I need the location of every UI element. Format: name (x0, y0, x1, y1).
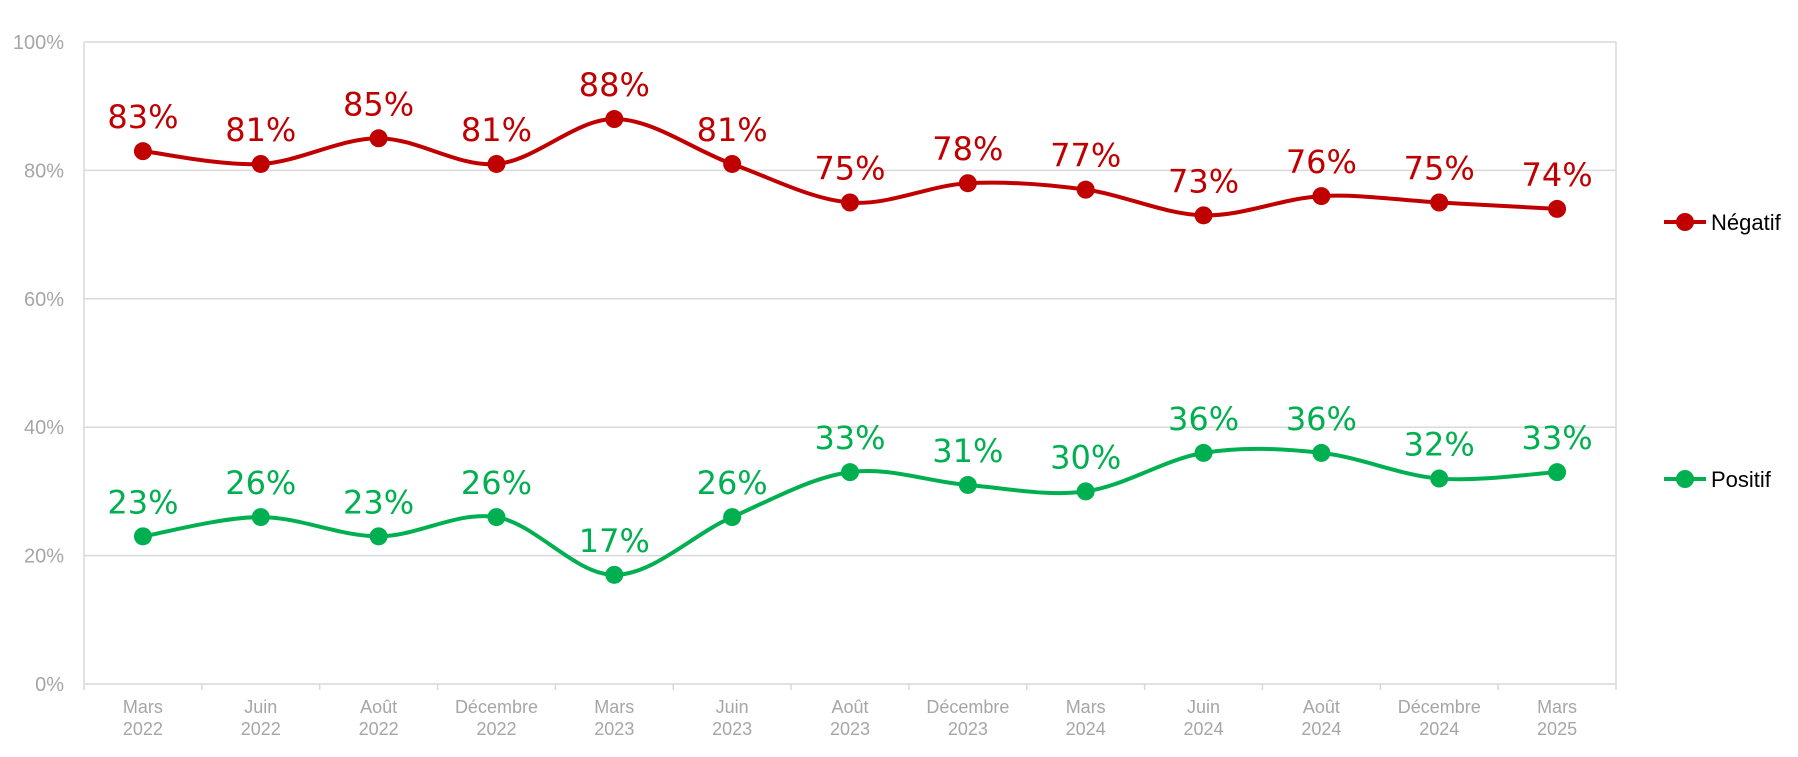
data-label: 26% (697, 464, 768, 502)
data-label: 88% (579, 66, 650, 104)
data-point (605, 110, 624, 129)
data-point (133, 527, 152, 546)
legend-marker (1676, 213, 1694, 231)
x-tick-label: 2023 (948, 719, 988, 739)
legend-label: Positif (1711, 467, 1772, 492)
legend: Négatif Positif (1664, 210, 1782, 492)
x-tick-label: Décembre (455, 697, 538, 717)
x-tick-label: 2024 (1301, 719, 1341, 739)
data-label: 36% (1286, 400, 1357, 438)
x-tick-label: Juin (244, 697, 277, 717)
data-label: 23% (343, 483, 414, 521)
data-label: 81% (461, 111, 532, 149)
x-axis: Mars2022Juin2022Août2022Décembre2022Mars… (83, 684, 1617, 739)
x-tick-label: Mars (594, 697, 634, 717)
data-label: 26% (225, 464, 296, 502)
data-point (723, 154, 742, 173)
data-label: 31% (932, 432, 1003, 470)
y-axis: 0% 20% 40% 60% 80% 100% (13, 32, 64, 696)
data-label: 74% (1522, 156, 1593, 194)
data-label: 78% (932, 130, 1003, 168)
y-tick-label: 40% (24, 417, 64, 439)
x-tick-label: Décembre (926, 697, 1009, 717)
y-tick-label: 0% (35, 674, 64, 696)
data-point (133, 142, 152, 161)
x-tick-label: 2023 (830, 719, 870, 739)
data-label: 23% (107, 483, 178, 521)
y-tick-label: 100% (13, 32, 64, 54)
data-point (369, 527, 388, 546)
legend-label: Négatif (1711, 210, 1782, 235)
data-label: 26% (461, 464, 532, 502)
x-tick-label: Août (1303, 697, 1340, 717)
data-point (369, 129, 388, 148)
data-point (1312, 187, 1331, 206)
data-label: 36% (1168, 400, 1239, 438)
data-label: 17% (579, 522, 650, 560)
data-point (723, 508, 742, 527)
data-label: 83% (107, 98, 178, 136)
data-label: 75% (1404, 150, 1475, 188)
data-label: 85% (343, 85, 414, 123)
data-point (487, 154, 506, 173)
x-tick-label: 2022 (476, 719, 516, 739)
data-label: 33% (814, 419, 885, 457)
y-tick-label: 60% (24, 289, 64, 311)
x-tick-label: 2025 (1537, 719, 1577, 739)
legend-marker (1676, 470, 1694, 488)
x-tick-label: Juin (716, 697, 749, 717)
data-point (251, 154, 270, 173)
data-point (1194, 443, 1213, 462)
grid-lines (83, 41, 1617, 685)
x-tick-label: 2023 (712, 719, 752, 739)
x-tick-label: Décembre (1398, 697, 1481, 717)
data-point (1194, 206, 1213, 225)
x-tick-label: Juin (1187, 697, 1220, 717)
data-labels: 83% 81% 85% 81% 88% 81% 75% 78% 77% 73% 76% 75% 74% 2… (107, 66, 1592, 560)
data-label: 75% (814, 150, 885, 188)
x-tick-label: 2022 (241, 719, 281, 739)
data-point (1430, 469, 1449, 488)
data-point (487, 508, 506, 527)
data-point (958, 174, 977, 193)
data-label: 81% (225, 111, 296, 149)
data-label: 30% (1050, 438, 1121, 476)
x-tick-label: 2022 (123, 719, 163, 739)
x-tick-label: 2024 (1184, 719, 1224, 739)
x-tick-label: Août (831, 697, 868, 717)
data-label: 73% (1168, 162, 1239, 200)
data-point (958, 475, 977, 494)
x-tick-label: Mars (123, 697, 163, 717)
data-point (1076, 180, 1095, 199)
series-points (133, 110, 1567, 584)
data-point (1548, 199, 1567, 218)
y-tick-label: 20% (24, 546, 64, 568)
data-label: 77% (1050, 137, 1121, 175)
data-point (1076, 482, 1095, 501)
x-tick-label: 2022 (359, 719, 399, 739)
data-point (1430, 193, 1449, 212)
x-tick-label: Mars (1537, 697, 1577, 717)
data-label: 32% (1404, 426, 1475, 464)
data-point (1548, 463, 1567, 482)
x-tick-label: 2024 (1066, 719, 1106, 739)
x-tick-label: 2024 (1419, 719, 1459, 739)
data-label: 33% (1522, 419, 1593, 457)
x-tick-label: Août (360, 697, 397, 717)
data-point (841, 463, 859, 482)
data-label: 81% (697, 111, 768, 149)
data-point (251, 508, 270, 527)
x-tick-label: 2023 (594, 719, 634, 739)
x-tick-label: Mars (1066, 697, 1106, 717)
y-tick-label: 80% (24, 160, 64, 182)
data-point (605, 565, 624, 584)
data-point (841, 193, 859, 212)
data-point (1312, 443, 1331, 462)
data-label: 76% (1286, 143, 1357, 181)
